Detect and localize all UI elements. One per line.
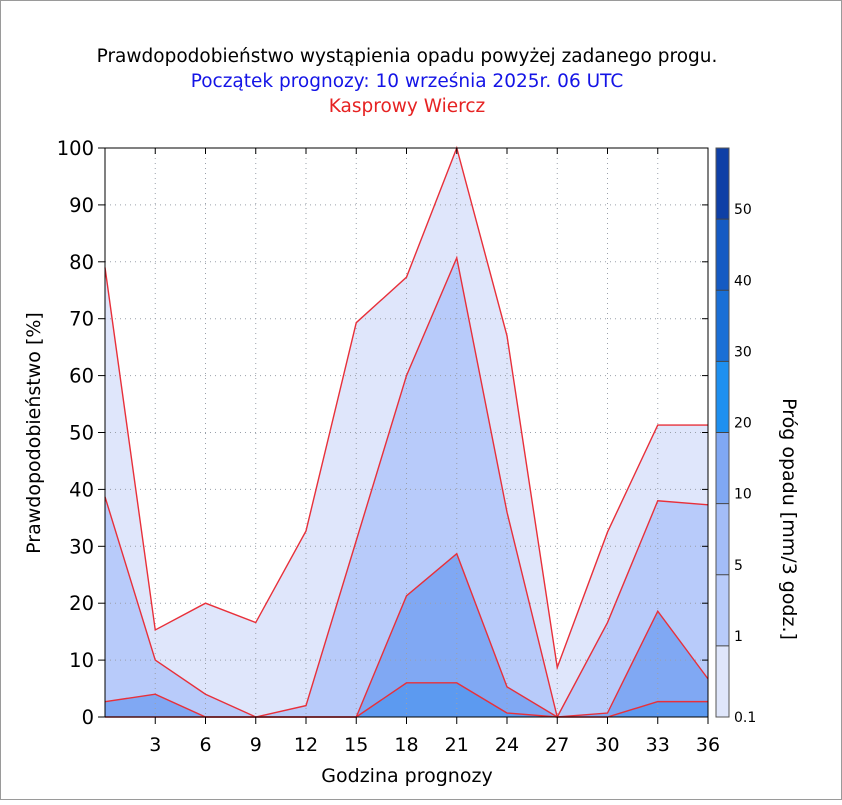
chart-subtitle: Początek prognozy: 10 września 2025r. 06… bbox=[191, 71, 624, 92]
y-tick-label-30: 30 bbox=[69, 535, 94, 558]
y-tick-label-50: 50 bbox=[69, 422, 94, 445]
x-tick-label-24: 24 bbox=[495, 734, 519, 756]
x-tick-label-30: 30 bbox=[595, 734, 619, 756]
colorbar: 0.1 1 5 10 20 30 40 50 bbox=[715, 147, 756, 726]
colorbar-label-1: 1 bbox=[734, 629, 743, 645]
colorbar-label-4: 20 bbox=[734, 416, 752, 432]
area-layers bbox=[105, 148, 708, 717]
area-series-5 bbox=[105, 553, 708, 717]
x-tick-label-9: 9 bbox=[250, 734, 262, 756]
series-line-0-1 bbox=[104, 145, 708, 671]
y-tick-label-90: 90 bbox=[69, 194, 94, 217]
colorbar-segment-0 bbox=[716, 645, 729, 717]
y-tick-label-70: 70 bbox=[69, 308, 94, 331]
area-series-10 bbox=[105, 682, 708, 717]
x-tick-label-36: 36 bbox=[696, 734, 720, 756]
area-series-1 bbox=[105, 257, 708, 717]
x-tick-label-27: 27 bbox=[545, 734, 569, 756]
x-tick-label-15: 15 bbox=[344, 734, 368, 756]
y-tick-label-40: 40 bbox=[69, 478, 94, 501]
x-tick-label-6: 6 bbox=[199, 734, 211, 756]
x-axis: 3 6 9 12 15 18 21 24 27 30 33 36 bbox=[149, 148, 720, 756]
y-tick-label-80: 80 bbox=[69, 251, 94, 274]
colorbar-label-7: 50 bbox=[734, 202, 752, 218]
chart-title: Prawdopodobieństwo wystąpienia opadu pow… bbox=[97, 46, 718, 67]
x-tick-label-21: 21 bbox=[445, 734, 469, 756]
colorbar-label-0: 0.1 bbox=[734, 710, 756, 726]
colorbar-label-5: 30 bbox=[734, 344, 752, 360]
x-tick-label-3: 3 bbox=[149, 734, 161, 756]
colorbar-segment-4 bbox=[716, 361, 729, 433]
colorbar-segment-3 bbox=[716, 432, 729, 504]
colorbar-label-6: 40 bbox=[734, 273, 752, 289]
y-tick-label-100: 100 bbox=[57, 137, 94, 160]
colorbar-segment-1 bbox=[716, 574, 729, 646]
y-axis: 0 10 20 30 40 50 60 70 80 90 100 bbox=[57, 137, 708, 729]
x-tick-label-33: 33 bbox=[646, 734, 670, 756]
colorbar-label: Próg opadu [mm/3 godz.] bbox=[778, 398, 800, 640]
y-tick-label-10: 10 bbox=[69, 649, 94, 672]
x-tick-label-12: 12 bbox=[294, 734, 318, 756]
colorbar-segment-2 bbox=[716, 503, 729, 575]
x-axis-label: Godzina prognozy bbox=[321, 765, 492, 787]
y-axis-label: Prawdopodobieństwo [%] bbox=[23, 312, 45, 554]
y-tick-label-60: 60 bbox=[69, 365, 94, 388]
y-tick-label-0: 0 bbox=[82, 706, 94, 729]
colorbar-label-3: 10 bbox=[734, 487, 752, 503]
y-tick-label-20: 20 bbox=[69, 592, 94, 615]
series-line-1 bbox=[104, 255, 709, 719]
colorbar-label-2: 5 bbox=[734, 558, 743, 574]
chart-location: Kasprowy Wiercz bbox=[329, 96, 486, 117]
x-tick-label-18: 18 bbox=[394, 734, 418, 756]
colorbar-segment-6 bbox=[716, 219, 729, 291]
colorbar-segment-5 bbox=[716, 290, 729, 362]
colorbar-segment-7 bbox=[716, 148, 729, 220]
